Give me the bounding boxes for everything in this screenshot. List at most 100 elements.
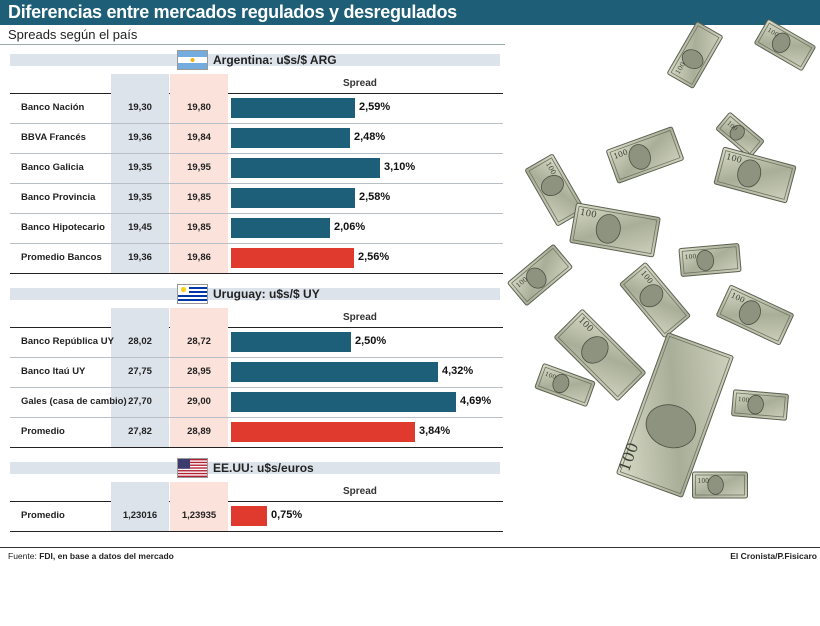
spread-bar (231, 218, 330, 238)
venta-value: 29,00 (187, 396, 211, 407)
spread-label: 4,69% (460, 395, 492, 407)
compra-value: 19,36 (128, 132, 152, 143)
footer-divider (0, 547, 820, 548)
svg-text:100: 100 (684, 253, 696, 261)
chart-title: Diferencias entre mercados regulados y d… (8, 2, 457, 22)
spread-header: Spread (343, 78, 377, 89)
bank-name: Promedio Bancos (21, 252, 102, 263)
compra-value: 1,23016 (122, 510, 158, 521)
table-top-rule (10, 93, 503, 94)
spread-bar (231, 98, 355, 118)
banknote: 100 (507, 244, 573, 306)
bank-name: Banco Galicia (21, 162, 84, 173)
venta-value: 19,80 (187, 102, 211, 113)
compra-value: 19,30 (128, 102, 152, 113)
usa-flag (177, 458, 208, 478)
spread-bar (231, 248, 354, 268)
venta-column-bg (170, 308, 228, 447)
spread-bar (231, 506, 267, 526)
bank-name: BBVA Francés (21, 132, 86, 143)
spread-header: Spread (343, 486, 377, 497)
venta-value: 19,84 (187, 132, 211, 143)
source-text: FDI, en base a datos del mercado (39, 551, 174, 561)
chart-subtitle: Spreads según el país (8, 27, 138, 42)
section-title: EE.UU: u$s/euros (213, 461, 314, 475)
row-divider (10, 153, 503, 154)
uruguay-flag (177, 284, 208, 304)
banknote: 100 (713, 146, 797, 204)
compra-value: 28,02 (128, 336, 152, 347)
table-top-rule (10, 501, 503, 502)
row-divider (10, 273, 503, 274)
spread-label: 3,10% (384, 161, 416, 173)
compra-value: 27,70 (128, 396, 152, 407)
row-divider (10, 123, 503, 124)
source-note: Fuente: FDI, en base a datos del mercado (8, 551, 174, 561)
section-header-band (10, 462, 500, 474)
banknote: 100 (534, 363, 596, 407)
section-title: Argentina: u$s/$ ARG (213, 53, 337, 67)
row-divider (10, 447, 503, 448)
spread-label: 2,56% (358, 251, 390, 263)
bank-name: Banco República UY (21, 336, 114, 347)
bank-name: Gales (casa de cambio) (21, 396, 127, 407)
banknote: 100 (554, 309, 646, 401)
spread-bar (231, 188, 355, 208)
banknote: 100 (525, 154, 585, 226)
spread-bar (231, 332, 351, 352)
bank-name: Promedio (21, 510, 65, 521)
compra-value: 19,35 (128, 162, 152, 173)
svg-text:100: 100 (698, 478, 710, 485)
row-divider (10, 243, 503, 244)
banknote: 100 (619, 262, 691, 338)
spread-label: 2,59% (359, 101, 391, 113)
venta-value: 28,95 (187, 366, 211, 377)
venta-value: 19,85 (187, 192, 211, 203)
spread-header: Spread (343, 312, 377, 323)
spread-bar (231, 158, 380, 178)
bank-name: Banco Itaú UY (21, 366, 86, 377)
divider (0, 44, 505, 45)
bank-name: Promedio (21, 426, 65, 437)
venta-value: 19,85 (187, 222, 211, 233)
venta-value: 1,23935 (181, 510, 217, 521)
compra-value: 19,45 (128, 222, 152, 233)
spread-bar (231, 362, 438, 382)
spread-bar (231, 422, 415, 442)
svg-text:100: 100 (579, 208, 598, 221)
banknote: 100 (754, 19, 816, 71)
compra-value: 19,36 (128, 252, 152, 263)
bank-name: Banco Nación (21, 102, 85, 113)
banknote: 100 (615, 332, 734, 498)
row-divider (10, 531, 503, 532)
bank-name: Banco Hipotecario (21, 222, 105, 233)
venta-value: 19,95 (187, 162, 211, 173)
section-header-band (10, 54, 500, 66)
compra-column-bg (111, 482, 169, 531)
banknote: 100 (678, 243, 742, 277)
section-title: Uruguay: u$s/$ UY (213, 287, 320, 301)
svg-text:100: 100 (725, 151, 743, 165)
svg-text:100: 100 (738, 396, 750, 404)
flying-banknotes-illustration: 100 100 100 100 100 100 100 100 100 100 … (507, 19, 816, 499)
row-divider (10, 183, 503, 184)
section-header-band (10, 288, 500, 300)
spread-label: 2,48% (354, 131, 386, 143)
banknote: 100 (716, 112, 764, 158)
row-divider (10, 387, 503, 388)
banknote: 100 (569, 202, 661, 258)
spread-label: 2,06% (334, 221, 366, 233)
compra-value: 27,82 (128, 426, 152, 437)
banknote: 100 (731, 389, 789, 421)
venta-column-bg (170, 74, 228, 273)
banknote: 100 (692, 471, 748, 499)
bank-name: Banco Provincia (21, 192, 96, 203)
row-divider (10, 417, 503, 418)
svg-text:100: 100 (544, 371, 557, 382)
compra-value: 27,75 (128, 366, 152, 377)
compra-value: 19,35 (128, 192, 152, 203)
banknote: 100 (716, 284, 794, 346)
venta-value: 19,86 (187, 252, 211, 263)
source-label: Fuente: (8, 551, 37, 561)
svg-text:100: 100 (766, 27, 780, 39)
